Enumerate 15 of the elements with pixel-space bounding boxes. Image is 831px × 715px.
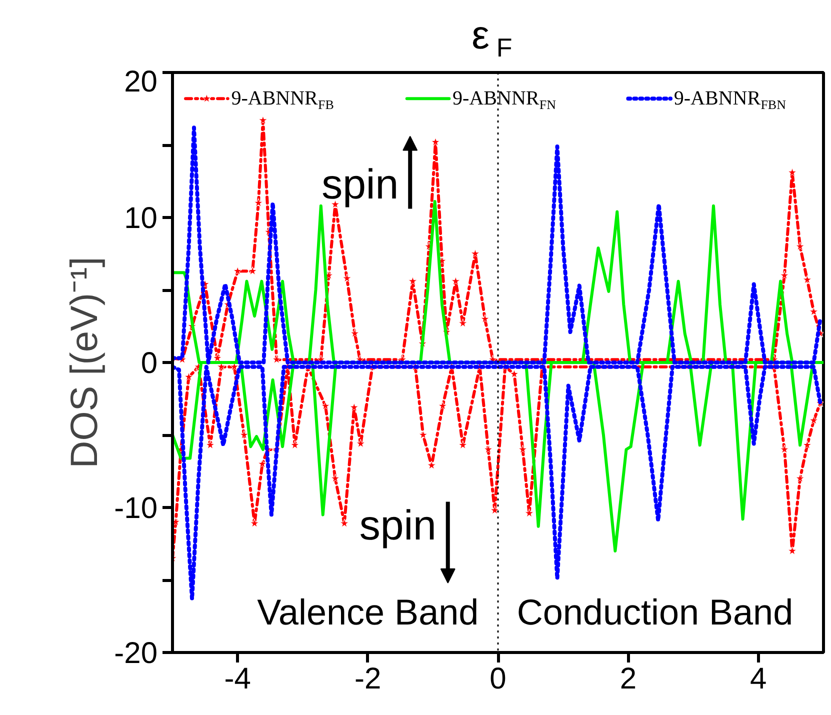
x-tick-label: 4 bbox=[750, 662, 767, 696]
x-tick-label: 2 bbox=[620, 662, 637, 696]
y-tick-label: 20 bbox=[124, 66, 158, 98]
y-tick-label: 0 bbox=[140, 347, 158, 380]
y-tick-label: -10 bbox=[114, 492, 158, 525]
x-tick-label: -4 bbox=[224, 662, 251, 696]
x-tick-label: 0 bbox=[490, 662, 506, 696]
y-tick-label: -20 bbox=[114, 637, 158, 670]
annotation: Valence Band bbox=[257, 591, 479, 632]
x-tick-label: -2 bbox=[354, 662, 382, 696]
annotation: spin bbox=[359, 501, 436, 548]
y-tick-label: 10 bbox=[124, 202, 158, 235]
annotation: Conduction Band bbox=[516, 591, 794, 632]
y-axis-title: DOS [(eV)⁻¹] bbox=[64, 256, 106, 468]
annotation: spin bbox=[322, 160, 399, 208]
